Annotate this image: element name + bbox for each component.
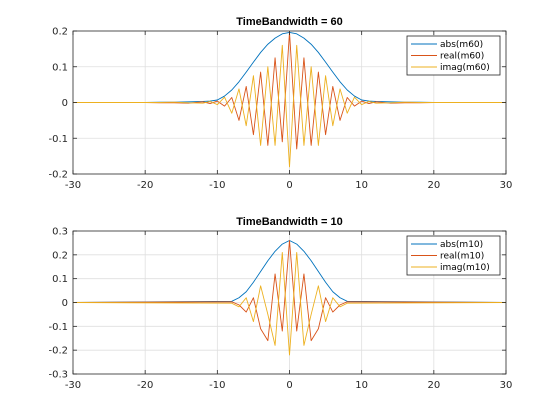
legend-label: abs(m10) [440, 240, 483, 250]
legend-label: real(m10) [440, 252, 484, 262]
x-tick-label: -10 [209, 180, 225, 191]
legend: abs(m60) real(m60)imag(m60) [406, 35, 501, 76]
y-tick-label: 0.1 [52, 62, 68, 73]
y-tick-label: -0.1 [48, 134, 68, 145]
chart-title: TimeBandwidth = 60 [236, 16, 342, 28]
legend: abs(m10) real(m10)imag(m10) [406, 235, 501, 276]
y-tick-label: -0.2 [48, 170, 68, 181]
y-tick-label: 0.2 [52, 250, 68, 261]
legend-label: imag(m60) [440, 63, 490, 73]
legend-box [406, 235, 501, 276]
y-tick-label: 0 [62, 298, 68, 309]
x-tick-label: 20 [427, 380, 440, 391]
series-line-real-m10- [72, 240, 507, 342]
legend-label: abs(m60) [440, 40, 483, 50]
y-tick-label: -0.3 [48, 370, 68, 381]
x-tick-label: -30 [65, 180, 81, 191]
legend-label: real(m60) [440, 52, 484, 62]
series-line-imag-m10- [72, 251, 507, 356]
x-tick-label: 10 [355, 180, 368, 191]
subplot-timebandwidth-60: -30 -20 -10 0 10 20 30 -0.2 -0.1 0 0.1 0.2 TimeBandw… [48, 16, 512, 191]
x-tick-label: -30 [65, 380, 81, 391]
x-tick-label: 30 [500, 180, 513, 191]
series-line-imag-m60- [73, 44, 506, 168]
y-tick-label: 0.1 [52, 274, 68, 285]
y-tick-label: -0.2 [48, 346, 68, 357]
subplot-timebandwidth-10: -30 -20 -10 0 10 20 30 -0.3 -0.2 -0.1 0 0.1 0.2 0.3 Ti… [48, 216, 512, 391]
x-tick-label: -10 [209, 380, 225, 391]
y-tick-label: 0.3 [52, 227, 68, 238]
legend-label: imag(m10) [440, 263, 490, 273]
y-tick-label: -0.1 [48, 322, 68, 333]
x-tick-label: -20 [137, 180, 153, 191]
x-tick-label: 10 [355, 380, 368, 391]
x-tick-label: 20 [427, 180, 440, 191]
chart-title: TimeBandwidth = 10 [236, 216, 342, 228]
x-tick-label: 0 [286, 180, 292, 191]
x-tick-label: -20 [137, 380, 153, 391]
y-tick-label: 0 [62, 98, 68, 109]
x-tick-label: 0 [286, 380, 292, 391]
x-tick-label: 30 [500, 380, 513, 391]
y-tick-label: 0.2 [52, 27, 68, 38]
